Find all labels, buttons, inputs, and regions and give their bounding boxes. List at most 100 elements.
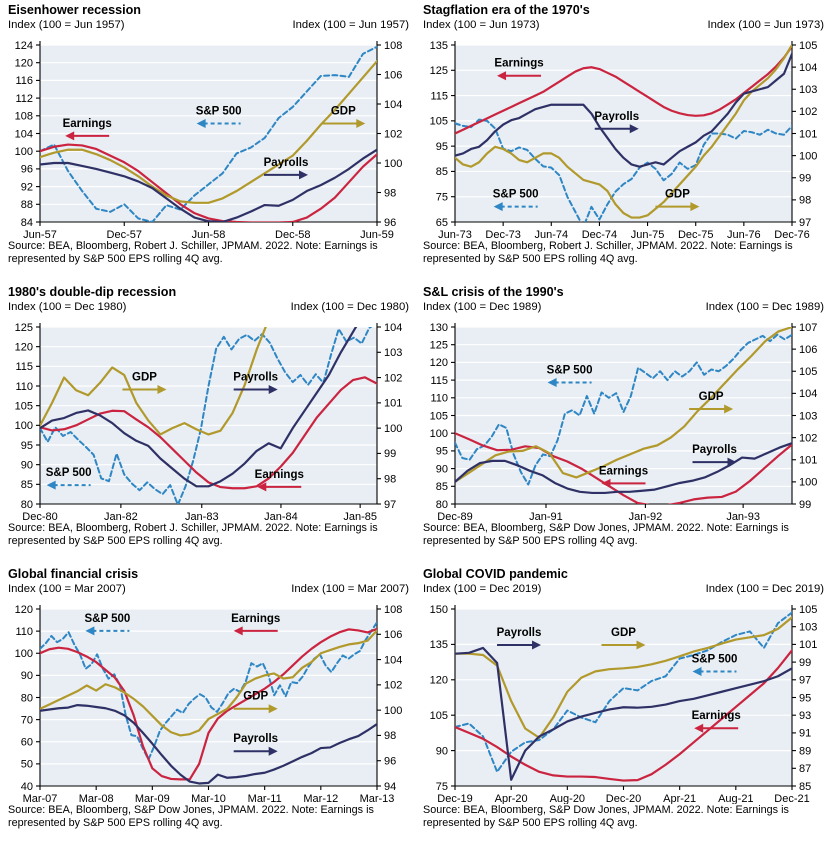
- svg-text:100: 100: [430, 428, 448, 440]
- svg-text:96: 96: [21, 164, 33, 176]
- svg-text:96: 96: [384, 217, 396, 229]
- label-sp500: S&P 500: [547, 364, 592, 387]
- chart-panel-6: Global COVID pandemic Index (100 = Dec 2…: [415, 564, 830, 846]
- payrolls-line: [40, 148, 377, 222]
- svg-text:112: 112: [15, 93, 33, 105]
- right-axis-ticks: 97 98 99 100 101 102 103 104 105: [792, 40, 817, 229]
- source-line-1: Source: BEA, Bloomberg, Robert J. Schill…: [8, 240, 378, 252]
- gdp-line: [40, 629, 377, 737]
- label-sp500: S&P 500: [46, 467, 92, 490]
- svg-text:85: 85: [21, 479, 33, 491]
- svg-text:Jun-57: Jun-57: [23, 229, 57, 240]
- axis-captions: Index (100 = Dec 1989) Index (100 = Dec …: [423, 301, 824, 313]
- svg-text:90: 90: [21, 670, 33, 682]
- svg-text:98: 98: [799, 195, 811, 207]
- svg-text:84: 84: [21, 217, 33, 229]
- svg-text:Payrolls: Payrolls: [233, 733, 278, 745]
- source-note: Source: BEA, Bloomberg, S&P Dow Jones, J…: [8, 804, 410, 830]
- svg-text:102: 102: [384, 680, 402, 692]
- sp500-line: [40, 45, 377, 222]
- svg-text:97: 97: [799, 217, 811, 229]
- svg-text:150: 150: [430, 604, 448, 616]
- gdp-line: [455, 327, 792, 483]
- svg-text:105: 105: [15, 400, 33, 412]
- svg-text:106: 106: [384, 629, 402, 641]
- svg-text:100: 100: [799, 150, 817, 162]
- svg-text:104: 104: [384, 99, 402, 111]
- left-axis-ticks: 84 88 92 96 100 104 108 112 116 120 124: [15, 40, 40, 229]
- svg-text:98: 98: [384, 474, 396, 486]
- svg-text:108: 108: [384, 604, 402, 616]
- left-axis-ticks: 80 85 90 95 100 105 110 115 120 125 130: [430, 322, 455, 511]
- left-axis-caption: Index (100 = Jun 1973): [423, 19, 540, 31]
- svg-text:100: 100: [384, 705, 402, 717]
- svg-text:S&P 500: S&P 500: [692, 654, 738, 666]
- payrolls-line: [40, 327, 358, 488]
- svg-text:Aug-20: Aug-20: [550, 793, 585, 804]
- svg-text:101: 101: [799, 128, 817, 140]
- source-line-2: represented by S&P 500 EPS rolling 4Q av…: [8, 535, 223, 547]
- svg-text:Mar-10: Mar-10: [191, 793, 226, 804]
- svg-text:104: 104: [15, 128, 33, 140]
- right-axis-ticks: 97 98 99 100 101 102 103 104: [377, 322, 402, 511]
- svg-text:100: 100: [799, 477, 817, 489]
- svg-text:102: 102: [799, 432, 817, 444]
- label-payrolls: Payrolls: [264, 157, 308, 180]
- left-axis-caption: Index (100 = Dec 1989): [423, 301, 542, 313]
- left-axis-caption: Index (100 = Dec 1980): [8, 301, 127, 313]
- right-axis-caption: Index (100 = Jun 1973): [707, 19, 824, 31]
- x-axis-ticks: Jun-73 Dec-73 Jun-74 Dec-74 Jun-75 Dec-75 Jun-…: [438, 222, 810, 240]
- svg-text:Jan-82: Jan-82: [104, 511, 138, 522]
- chart-title: Stagflation era of the 1970's: [423, 3, 590, 17]
- svg-text:115: 115: [430, 90, 448, 102]
- right-axis-caption: Index (100 = Dec 2019): [705, 583, 824, 595]
- svg-text:GDP: GDP: [132, 372, 157, 384]
- label-gdp: GDP: [655, 189, 700, 212]
- svg-text:Jan-93: Jan-93: [726, 511, 760, 522]
- right-axis-ticks: 96 98 100 102 104 106 108: [377, 40, 402, 229]
- axis-captions: Index (100 = Dec 2019) Index (100 = Dec …: [423, 583, 824, 595]
- svg-text:107: 107: [799, 322, 817, 334]
- svg-text:Dec-76: Dec-76: [774, 229, 809, 240]
- svg-text:80: 80: [21, 692, 33, 704]
- svg-text:135: 135: [430, 639, 448, 651]
- svg-text:116: 116: [15, 75, 33, 87]
- svg-text:Jun-74: Jun-74: [534, 229, 568, 240]
- svg-text:90: 90: [21, 459, 33, 471]
- earnings-line: [455, 432, 792, 504]
- svg-text:Jan-91: Jan-91: [529, 511, 563, 522]
- svg-text:Dec-57: Dec-57: [107, 229, 142, 240]
- sp500-line: [455, 611, 792, 773]
- svg-text:S&P 500: S&P 500: [46, 467, 92, 479]
- gdp-line: [455, 45, 792, 219]
- left-axis-ticks: 65 75 85 95 105 115 125 135: [430, 40, 455, 229]
- svg-text:104: 104: [799, 388, 817, 400]
- right-axis-caption: Index (100 = Dec 1989): [705, 301, 824, 313]
- chart-panel-2: Stagflation era of the 1970's Index (100…: [415, 0, 830, 282]
- gdp-line: [40, 60, 377, 204]
- svg-text:Earnings: Earnings: [255, 469, 304, 481]
- svg-text:104: 104: [384, 654, 402, 666]
- svg-text:135: 135: [430, 40, 448, 52]
- svg-text:Earnings: Earnings: [692, 710, 741, 722]
- svg-text:Payrolls: Payrolls: [692, 444, 737, 456]
- svg-text:91: 91: [799, 728, 811, 740]
- svg-text:124: 124: [15, 40, 33, 52]
- x-axis-ticks: Mar-07 Mar-08 Mar-09 Mar-10 Mar-11 Mar-12 Mar-…: [23, 786, 394, 804]
- svg-text:95: 95: [799, 692, 811, 704]
- svg-text:Jun-75: Jun-75: [631, 229, 665, 240]
- svg-text:Dec-89: Dec-89: [437, 511, 472, 522]
- svg-text:102: 102: [384, 128, 402, 140]
- svg-text:103: 103: [384, 347, 402, 359]
- svg-text:80: 80: [21, 499, 33, 511]
- svg-text:Mar-12: Mar-12: [303, 793, 338, 804]
- svg-text:104: 104: [384, 322, 402, 334]
- label-gdp: GDP: [601, 627, 646, 650]
- source-note: Source: BEA, Bloomberg, Robert J. Schill…: [8, 240, 410, 266]
- svg-text:85: 85: [436, 481, 448, 493]
- svg-text:70: 70: [21, 714, 33, 726]
- svg-text:Jun-76: Jun-76: [727, 229, 761, 240]
- right-axis-caption: Index (100 = Jun 1957): [292, 19, 409, 31]
- svg-text:Earnings: Earnings: [231, 613, 280, 625]
- svg-text:85: 85: [436, 166, 448, 178]
